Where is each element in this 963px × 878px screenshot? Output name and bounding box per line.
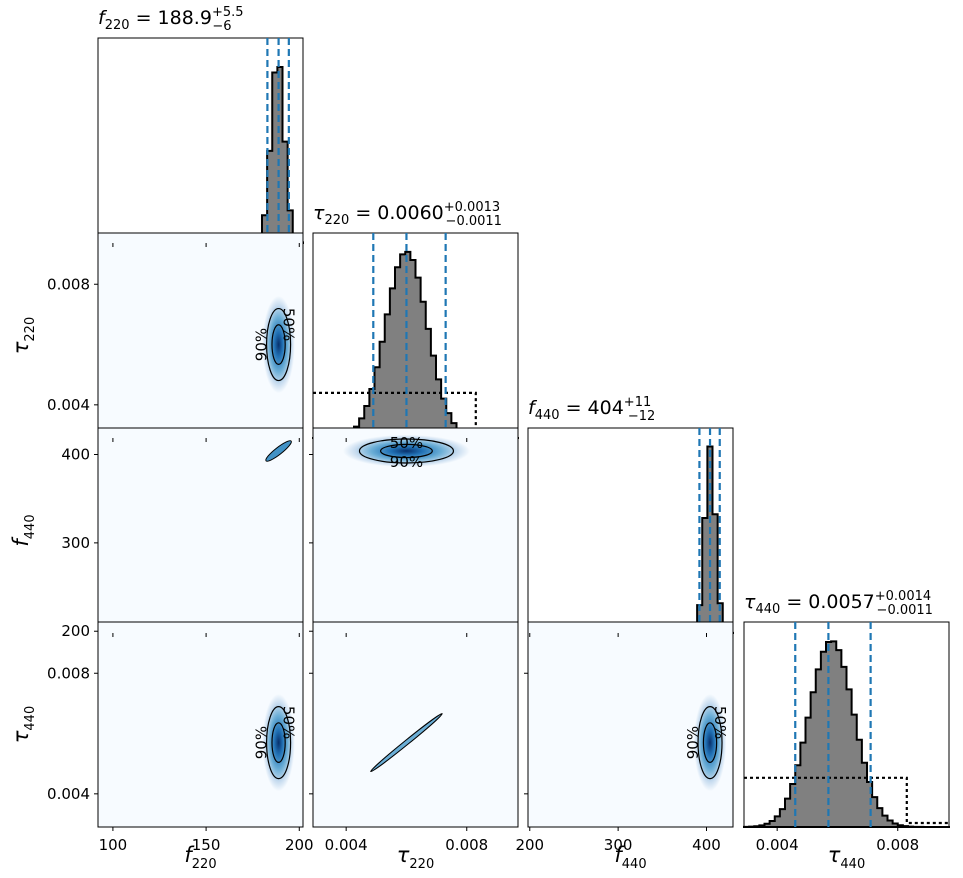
panel-title: τ440 = 0.0057+0.0014 −0.0011 [744,589,933,618]
axis-subscript: 220 [192,857,217,872]
title-part: = 404 [560,397,624,419]
density-blob [262,295,295,394]
contour-label-90: 90% [253,726,271,759]
x-axis-label-f220: f220 [184,843,216,872]
diag-panel-tau440: τ440 = 0.0057+0.0014 −0.0011 [743,589,950,828]
axis-symbol: τ [9,341,33,354]
pair-panel-tau220-tau440 [312,621,519,828]
y-axis-label-f440: f440 [9,514,38,546]
density-blob [262,693,295,792]
panel-title: τ220 = 0.0060+0.0013 −0.0011 [313,200,502,229]
title-minus: −0.0011 [446,214,502,229]
diag-panel-f440: f440 = 404+11 −12 [527,395,734,634]
title-part: +0.0013 [444,200,500,215]
x-axis-label-f440: f440 [614,843,646,872]
panel-title: f220 = 188.9+5.5 −6 [98,5,244,34]
contour-label-50: 50% [280,706,298,739]
title-part: = 0.0060 [349,202,443,224]
panel-frame [312,621,519,828]
x-tick-label: 200 [515,836,544,854]
correlation-contour [265,440,292,462]
prior-histogram [744,776,949,825]
title-part: 440 [755,602,780,617]
title-part: f [98,7,108,29]
y-axis-label-tau220: τ220 [9,317,38,354]
contour-label-50: 50% [711,706,729,739]
contour-50 [380,443,433,459]
title-part: = 188.9 [130,7,212,29]
axis-subscript: 440 [622,857,647,872]
title-part: 220 [105,18,130,33]
axis-subscript: 440 [23,706,38,731]
title-minus: −6 [212,19,231,34]
contour-90 [265,307,292,382]
title-part: 440 [535,408,560,423]
axis-symbol: τ [828,843,841,867]
contour-50 [271,324,286,365]
contour-label-50: 50% [280,308,298,341]
pair-panel-f220-tau220: 90% 50% [97,232,304,439]
y-tick-label: 400 [61,446,90,464]
contour-50 [702,722,718,763]
axis-symbol: f [184,843,195,867]
axis-subscript: 440 [840,857,865,872]
axis-subscript: 220 [23,317,38,342]
pair-panel-f440-tau440: 90% 50% [527,621,734,828]
y-tick-label: 0.008 [47,664,90,682]
pair-panel-f220-tau440: 90% 50% [97,621,304,828]
title-part: τ [744,591,756,613]
y-tick-label: 300 [61,534,90,552]
title-part: 220 [324,213,349,228]
x-tick-label: 150 [192,836,221,854]
axis-symbol: τ [9,730,33,743]
contour-label-50: 50% [390,434,423,452]
title-part: f [528,397,538,419]
axis-subscript: 440 [23,514,38,539]
x-tick-label: 0.008 [445,836,488,854]
y-tick-label: 200 [61,622,90,640]
y-axis-label-tau440: τ440 [9,706,38,743]
x-tick-label: 200 [285,836,314,854]
axis-symbol: τ [397,843,410,867]
x-tick-label: 100 [99,836,128,854]
pair-panel-tau220-f440: 50%90% [312,427,519,634]
y-tick-label: 0.004 [47,396,90,414]
density-blob [693,693,727,792]
contour-50 [271,722,286,763]
panel-frame [97,427,304,634]
x-tick-label: 0.004 [756,836,799,854]
axis-symbol: f [9,536,33,547]
y-tick-label: 0.004 [47,785,90,803]
contour-label-90: 90% [390,453,423,471]
title-part: = 0.0057 [780,591,874,613]
x-tick-label: 300 [604,836,633,854]
title-part: +11 [624,395,651,410]
pair-panel-f220-f440 [97,427,304,634]
x-axis-label-tau220: τ220 [397,843,434,872]
contour-90 [697,705,723,780]
axis-symbol: f [614,843,625,867]
x-tick-label: 0.004 [325,836,368,854]
contour-90 [265,705,292,780]
correlation-contour [370,713,443,773]
x-axis-label-tau440: τ440 [828,843,865,872]
title-part: +0.0014 [875,589,931,604]
x-tick-label: 400 [692,836,721,854]
title-minus: −0.0011 [877,603,933,618]
diag-panel-f220: f220 = 188.9+5.5 −6 [97,5,304,244]
axis-subscript: 220 [409,857,434,872]
x-tick-label: 0.008 [876,836,919,854]
contour-90 [358,438,455,464]
contour-label-90: 90% [253,328,271,361]
y-tick-label: 0.008 [47,275,90,293]
density-blob [343,434,470,468]
contour-label-90: 90% [684,726,702,759]
diag-panel-tau220: τ220 = 0.0060+0.0013 −0.0011 [312,200,519,439]
title-part: +5.5 [212,5,244,20]
title-minus: −12 [628,409,655,424]
title-part: τ [313,202,325,224]
panel-title: f440 = 404+11 −12 [528,395,655,424]
